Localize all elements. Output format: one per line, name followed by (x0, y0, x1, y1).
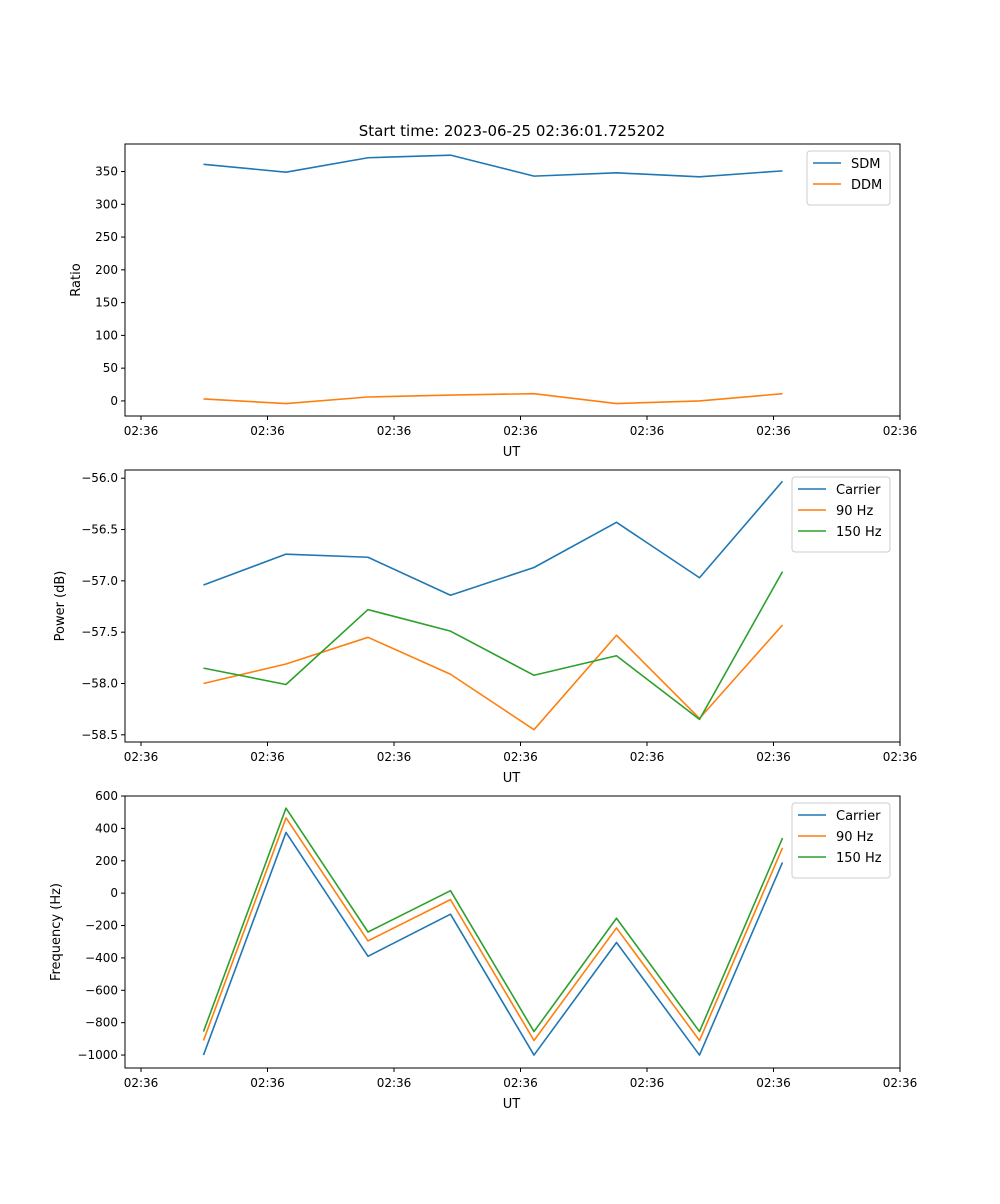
x-tick-label: 02:36 (250, 1076, 285, 1090)
x-tick-label: 02:36 (630, 1076, 665, 1090)
x-tick-label: 02:36 (756, 750, 791, 764)
y-tick-label: 400 (95, 821, 118, 835)
y-tick-label: 200 (95, 263, 118, 277)
y-tick-label: 0 (110, 886, 118, 900)
y-axis-label: Power (dB) (53, 571, 68, 642)
series-line-2 (203, 624, 784, 731)
legend-label: Carrier (836, 483, 881, 498)
legend-label: DDM (851, 178, 882, 193)
y-tick-label: 600 (95, 789, 118, 803)
y-axis-label: Frequency (Hz) (49, 883, 64, 981)
legend-label: 90 Hz (836, 504, 873, 519)
y-tick-label: −800 (85, 1016, 118, 1030)
y-tick-label: −600 (85, 983, 118, 997)
figure-title: Start time: 2023-06-25 02:36:01.725202 (359, 122, 665, 140)
y-tick-label: 0 (110, 394, 118, 408)
x-tick-label: 02:36 (250, 424, 285, 438)
legend-label: 90 Hz (836, 830, 873, 845)
y-tick-label: 50 (103, 361, 118, 375)
chart-panel-1: 02:36 02:36 02:36 02:36 02:36 02:36 02:36 0 50 10… (69, 143, 918, 460)
y-tick-label: −57.5 (81, 625, 118, 639)
series-line-3 (203, 571, 784, 721)
y-tick-label: 350 (95, 165, 118, 179)
axes-frame (124, 469, 901, 743)
y-axis-label: Ratio (69, 263, 84, 296)
y-tick-label: 300 (95, 197, 118, 211)
legend-box (791, 476, 891, 553)
legend-box (791, 802, 891, 879)
x-tick-label: 02:36 (503, 1076, 538, 1090)
y-tick-label: −56.0 (81, 471, 118, 485)
y-tick-label: −58.0 (81, 676, 118, 690)
y-tick-label: 100 (95, 328, 118, 342)
legend: Carrier 90 Hz 150 Hz (791, 802, 891, 879)
chart-panel-2: 02:36 02:36 02:36 02:36 02:36 02:36 02:36 −58.5… (53, 469, 918, 786)
y-tick-label: −58.5 (81, 728, 118, 742)
legend: Carrier 90 Hz 150 Hz (791, 476, 891, 553)
x-axis-label: UT (503, 771, 521, 786)
legend-label: 150 Hz (836, 525, 882, 540)
x-tick-label: 02:36 (377, 1076, 412, 1090)
x-axis-label: UT (503, 445, 521, 460)
y-tick-label: 150 (95, 296, 118, 310)
x-tick-label: 02:36 (883, 424, 918, 438)
x-tick-label: 02:36 (883, 1076, 918, 1090)
x-axis-label: UT (503, 1097, 521, 1112)
x-tick-label: 02:36 (124, 1076, 159, 1090)
x-tick-label: 02:36 (630, 424, 665, 438)
x-tick-label: 02:36 (377, 750, 412, 764)
series-line-1 (203, 480, 784, 597)
series-line-1 (202, 831, 784, 1056)
series-line-1 (203, 154, 783, 178)
axes-frame (124, 143, 901, 417)
legend-box (806, 150, 891, 206)
x-tick-label: 02:36 (756, 1076, 791, 1090)
legend-label: SDM (851, 157, 880, 172)
x-tick-label: 02:36 (756, 424, 791, 438)
series-line-2 (203, 392, 783, 405)
legend-label: Carrier (836, 809, 881, 824)
y-tick-label: −1000 (77, 1048, 118, 1062)
chart-panel-3: 02:36 02:36 02:36 02:36 02:36 02:36 02:36 −1000… (49, 789, 917, 1112)
x-tick-label: 02:36 (124, 424, 159, 438)
x-tick-label: 02:36 (250, 750, 285, 764)
x-tick-label: 02:36 (503, 750, 538, 764)
x-tick-label: 02:36 (630, 750, 665, 764)
axes-frame (124, 795, 901, 1069)
y-tick-label: −400 (85, 951, 118, 965)
x-tick-label: 02:36 (124, 750, 159, 764)
y-tick-label: 200 (95, 854, 118, 868)
y-tick-label: −56.5 (81, 523, 118, 537)
y-tick-label: −57.0 (81, 574, 118, 588)
x-tick-label: 02:36 (883, 750, 918, 764)
series-line-3 (202, 807, 784, 1033)
legend: SDM DDM (806, 150, 891, 206)
x-tick-label: 02:36 (377, 424, 412, 438)
x-tick-label: 02:36 (503, 424, 538, 438)
y-tick-label: 250 (95, 230, 118, 244)
legend-label: 150 Hz (836, 851, 882, 866)
y-tick-label: −200 (85, 919, 118, 933)
series-line-2 (202, 817, 784, 1042)
